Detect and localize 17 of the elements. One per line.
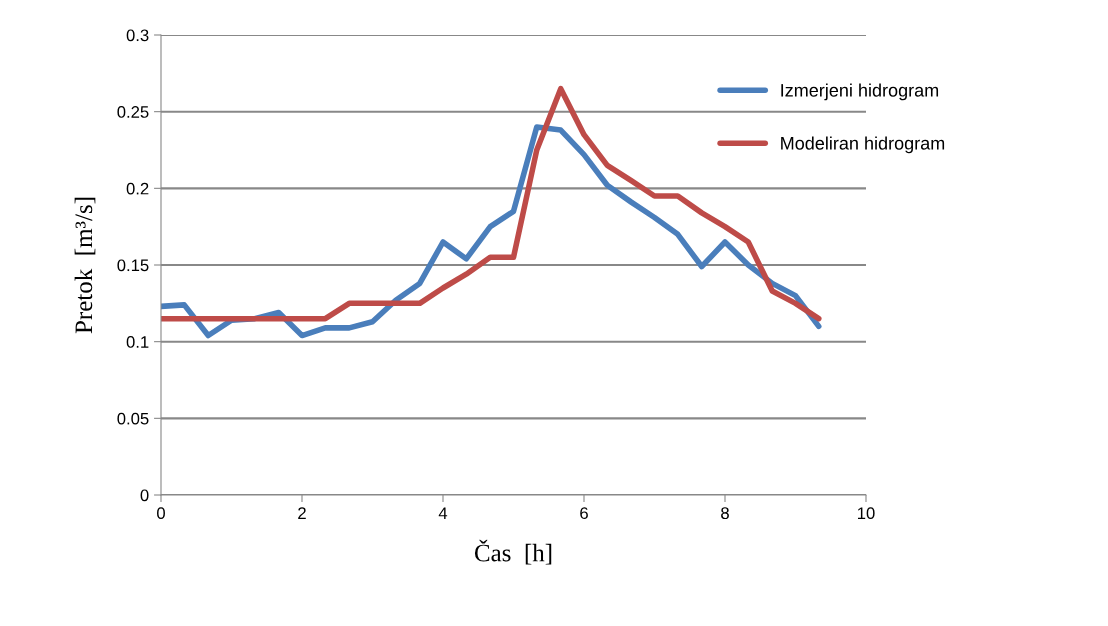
legend-label: Izmerjeni hidrogram [781,83,939,101]
x-tick-label: 0 [157,507,165,520]
y-tick-label: 0.3 [126,29,149,42]
y-tick-label: 0.1 [126,336,149,348]
x-tick-label: 10 [858,507,875,520]
x-tick-label: 4 [438,507,448,519]
y-tick-label: 0 [140,489,149,502]
x-tick-label: 6 [580,507,588,520]
y-tick-label: 0.05 [117,412,149,425]
y-tick-label: 0.2 [126,182,149,195]
x-axis-title: Čas [h] [474,539,552,565]
x-tick-label: 8 [721,507,729,520]
x-tick-label: 2 [298,507,306,519]
y-tick-label: 0.15 [117,259,149,272]
legend-label: Modeliran hidrogram [781,136,945,154]
y-axis-title: Pretok [m³/s] [74,197,96,334]
y-tick-label: 0.25 [117,106,149,118]
